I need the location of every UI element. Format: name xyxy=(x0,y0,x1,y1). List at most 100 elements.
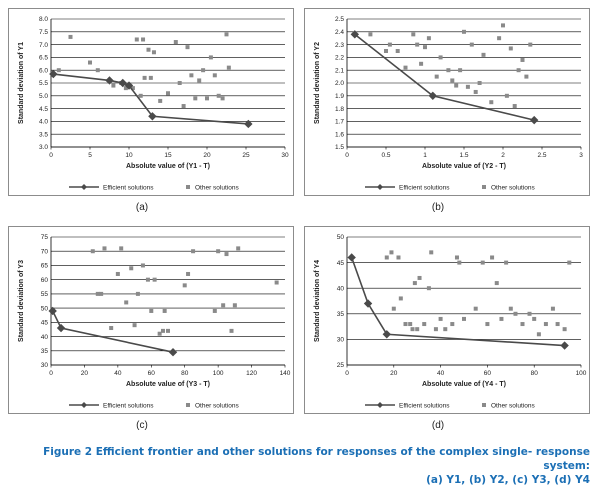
legend-other-marker xyxy=(186,185,190,189)
y-tick-label: 25 xyxy=(337,362,345,369)
legend-other-marker xyxy=(482,403,486,407)
other-solution-point xyxy=(443,327,448,332)
other-solution-point xyxy=(158,98,163,103)
other-solution-point xyxy=(403,65,408,70)
other-solution-point xyxy=(429,250,434,255)
y-tick-label: 7.0 xyxy=(39,42,48,49)
x-tick-label: 15 xyxy=(164,152,172,159)
efficient-solution-point xyxy=(56,323,66,333)
legend-other-marker xyxy=(186,403,190,407)
other-solution-point xyxy=(419,61,424,66)
other-solution-point xyxy=(462,316,466,321)
efficient-solution-point xyxy=(49,69,58,79)
other-solution-point xyxy=(555,322,560,327)
other-solution-point xyxy=(95,68,100,73)
chart-c: 30 35 40 45 50 55 60 65 70 75 0 20 40 60 80 100 120 140 Ab… xyxy=(18,234,291,409)
y-tick-label: 50 xyxy=(41,305,49,312)
y-tick-label: 35 xyxy=(41,348,49,355)
y-tick-label: 1.6 xyxy=(335,131,344,138)
other-solution-point xyxy=(504,93,509,98)
legend-efficient-marker xyxy=(81,184,87,190)
other-solution-point xyxy=(562,327,567,332)
other-solution-point xyxy=(528,42,533,47)
other-solution-point xyxy=(485,322,490,327)
x-tick-label: 0 xyxy=(345,370,349,377)
y-tick-label: 55 xyxy=(41,291,49,298)
y-tick-label: 75 xyxy=(41,234,49,241)
other-solution-point xyxy=(457,260,462,265)
other-solution-point xyxy=(395,49,400,53)
other-solution-point xyxy=(489,100,494,105)
other-solution-point xyxy=(469,42,474,47)
y-tick-label: 6.5 xyxy=(39,55,48,62)
other-solution-point xyxy=(129,266,134,271)
other-solution-point xyxy=(148,75,153,80)
efficient-frontier-line xyxy=(350,257,565,347)
x-tick-label: 5 xyxy=(88,152,92,159)
x-tick-label: 60 xyxy=(148,370,156,377)
other-solution-point xyxy=(173,40,178,45)
legend-other-label: Other solutions xyxy=(195,184,239,191)
y-tick-label: 2.1 xyxy=(335,67,344,74)
x-tick-label: 60 xyxy=(484,370,492,377)
other-solution-point xyxy=(458,68,463,73)
other-solution-point xyxy=(403,322,408,327)
other-solution-point xyxy=(490,255,495,260)
x-tick-label: 3 xyxy=(579,152,583,159)
other-solution-point xyxy=(236,246,241,251)
other-solution-point xyxy=(516,68,521,73)
other-solution-point xyxy=(212,308,217,313)
other-solution-point xyxy=(415,327,420,332)
y-axis-label: Standard deviation of Y1 xyxy=(18,42,25,124)
x-tick-label: 2.5 xyxy=(537,152,546,159)
other-solution-point xyxy=(508,46,513,51)
y-tick-label: 35 xyxy=(337,311,345,318)
other-solution-point xyxy=(111,83,116,88)
other-solution-point xyxy=(208,55,213,60)
other-solution-point xyxy=(543,322,548,327)
efficient-frontier-line xyxy=(51,310,174,353)
other-solution-point xyxy=(224,252,229,257)
other-solution-point xyxy=(149,308,154,313)
y-axis-label: Standard deviation of Y3 xyxy=(18,260,25,342)
y-axis-label: Standard deviation of Y2 xyxy=(314,42,321,124)
y-tick-label: 5.5 xyxy=(39,80,48,87)
other-solution-point xyxy=(146,47,151,52)
other-solution-point xyxy=(56,68,61,73)
legend-other-label: Other solutions xyxy=(195,402,239,409)
efficient-solution-point xyxy=(168,348,178,357)
other-solution-point xyxy=(68,34,73,39)
x-tick-label: 0.5 xyxy=(381,152,390,159)
other-solution-point xyxy=(497,36,502,41)
efficient-frontier-line xyxy=(53,73,249,125)
other-solution-point xyxy=(450,78,455,83)
y-tick-label: 2.0 xyxy=(335,80,344,87)
other-solution-point xyxy=(417,275,422,280)
other-solution-point xyxy=(186,271,191,276)
x-tick-label: 0 xyxy=(345,152,349,159)
chart-a: 3.0 3.5 4.0 4.5 5.0 5.5 6.0 6.5 7.0 7.5 8.0 0 5 10 15 2… xyxy=(18,16,289,191)
other-solution-point xyxy=(138,93,143,98)
y-tick-label: 4.5 xyxy=(39,106,48,113)
other-solution-point xyxy=(216,93,221,98)
efficient-solution-point xyxy=(118,78,127,88)
x-tick-label: 100 xyxy=(213,370,224,377)
x-tick-label: 100 xyxy=(576,370,587,377)
other-solution-point xyxy=(201,68,206,73)
x-axis-label: Absolute value of (Y3 - T) xyxy=(126,381,210,388)
legend-other-label: Other solutions xyxy=(491,184,535,191)
other-solution-point xyxy=(142,75,147,80)
other-solution-point xyxy=(212,73,217,78)
efficient-solution-point xyxy=(350,30,359,39)
other-solution-point xyxy=(181,104,186,109)
legend-efficient-marker xyxy=(81,402,87,408)
other-solution-point xyxy=(182,283,187,288)
other-solution-point xyxy=(152,277,157,282)
efficient-solution-point xyxy=(363,299,373,308)
other-solution-point xyxy=(221,303,226,308)
other-solution-point xyxy=(550,306,555,311)
x-tick-label: 25 xyxy=(242,152,250,159)
x-axis-label: Absolute value of (Y4 - T) xyxy=(422,381,506,388)
y-tick-label: 2.5 xyxy=(335,16,344,23)
other-solution-point xyxy=(123,86,128,91)
